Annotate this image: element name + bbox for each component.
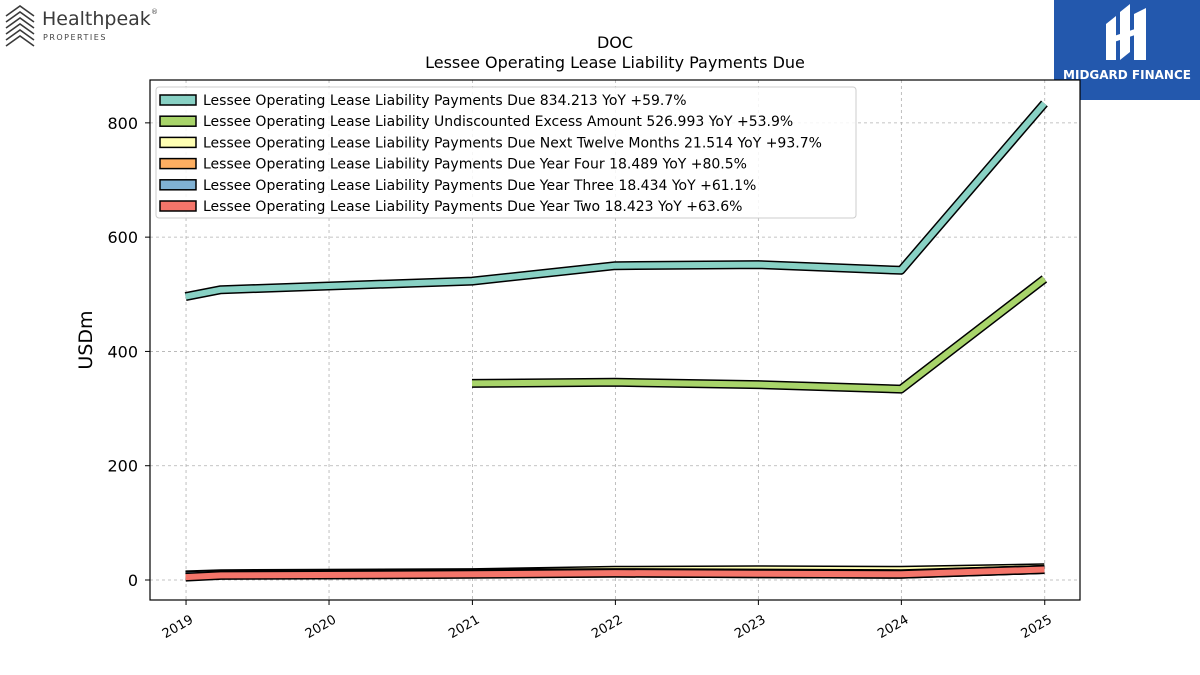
series-line xyxy=(471,275,1048,394)
legend-item: Lessee Operating Lease Liability Payment… xyxy=(159,199,742,215)
x-tick-label: 2020 xyxy=(303,612,339,642)
legend-item: Lessee Operating Lease Liability Payment… xyxy=(159,157,747,173)
chart-subtitle: Lessee Operating Lease Liability Payment… xyxy=(425,53,805,72)
y-tick-label: 600 xyxy=(107,228,138,247)
registered-mark: ® xyxy=(151,8,158,16)
legend-swatch xyxy=(159,94,197,106)
midgard-finance-logo: MIDGARD FINANCE xyxy=(1054,0,1200,100)
legend-item: Lessee Operating Lease Liability Payment… xyxy=(159,93,687,109)
y-axis-label: USDm xyxy=(75,310,97,369)
company-name: Healthpeak xyxy=(42,8,151,30)
legend-swatch xyxy=(159,179,197,191)
y-tick-label: 800 xyxy=(107,114,138,133)
x-axis: 2019 2020 2021 2022 2023 2024 2025 xyxy=(160,600,1055,642)
series-line-fill xyxy=(185,101,1047,300)
y-axis: 0 200 400 600 800 xyxy=(107,114,150,590)
y-tick-label: 0 xyxy=(128,571,138,590)
series-line-fill xyxy=(185,566,1045,581)
series-line xyxy=(185,565,1045,582)
partner-name: MIDGARD FINANCE xyxy=(1063,68,1191,82)
legend-swatch xyxy=(159,200,197,212)
x-tick-label: 2019 xyxy=(160,612,196,642)
legend-label: Lessee Operating Lease Liability Payment… xyxy=(203,93,687,109)
midgard-emblem-icon xyxy=(1106,4,1146,60)
legend-swatch xyxy=(159,115,197,127)
x-tick-label: 2021 xyxy=(446,612,482,642)
x-tick-label: 2025 xyxy=(1019,612,1055,642)
x-tick-label: 2022 xyxy=(589,612,625,642)
company-subtitle: PROPERTIES xyxy=(43,33,107,42)
y-tick-label: 400 xyxy=(107,342,138,361)
legend-label: Lessee Operating Lease Liability Undisco… xyxy=(203,114,793,130)
x-tick-label: 2023 xyxy=(732,612,768,642)
legend-item: Lessee Operating Lease Liability Undisco… xyxy=(159,114,793,130)
legend-box xyxy=(155,86,857,219)
chart-title: DOC xyxy=(597,33,633,52)
legend-label: Lessee Operating Lease Liability Payment… xyxy=(203,178,756,194)
legend-swatch xyxy=(159,157,197,170)
healthpeak-logo: Healthpeak ® PROPERTIES xyxy=(4,4,174,48)
series-line xyxy=(184,100,1048,302)
legend: Lessee Operating Lease Liability Payment… xyxy=(155,86,857,219)
x-tick-label: 2024 xyxy=(875,612,911,642)
legend-swatch xyxy=(159,136,197,149)
legend-label: Lessee Operating Lease Liability Payment… xyxy=(203,199,742,215)
legend-item: Lessee Operating Lease Liability Payment… xyxy=(159,178,756,194)
legend-label: Lessee Operating Lease Liability Payment… xyxy=(203,135,822,151)
series-line-fill xyxy=(471,276,1047,393)
legend-item: Lessee Operating Lease Liability Payment… xyxy=(159,135,822,151)
series-layer xyxy=(184,100,1048,582)
y-tick-label: 200 xyxy=(107,457,138,476)
legend-label: Lessee Operating Lease Liability Payment… xyxy=(203,157,747,173)
building-stack-icon xyxy=(5,5,35,47)
